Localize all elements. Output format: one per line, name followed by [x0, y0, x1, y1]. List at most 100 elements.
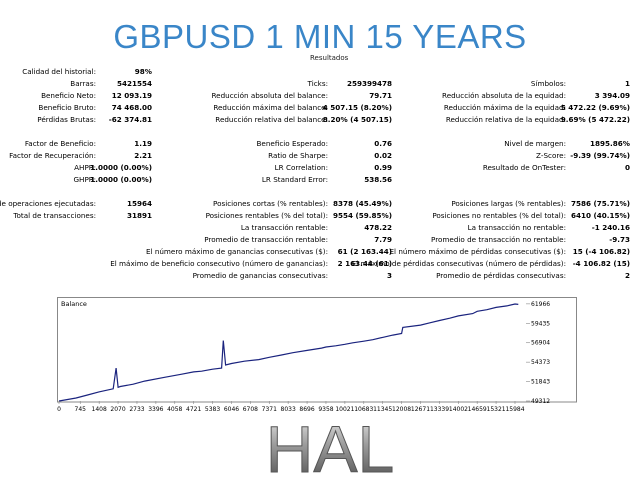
stat-label: Beneficio Bruto: [38, 103, 96, 112]
stat-value: 1 [624, 79, 630, 88]
x-tick-label: 745 [75, 406, 87, 413]
stat-value: -62 374.81 [108, 115, 152, 124]
stat-value: 5421554 [116, 79, 152, 88]
x-tick-label: 7371 [262, 406, 277, 413]
stat-value: 4 507.15 (8.20%) [322, 103, 392, 112]
x-tick-label: 2070 [110, 406, 125, 413]
stat-value: 8.20% (4 507.15) [322, 115, 392, 124]
stat-value: 9.69% (5 472.22) [560, 115, 630, 124]
x-tick-label: 4058 [167, 406, 182, 413]
stat-value: 259399478 [346, 79, 392, 88]
stat-label: El número máximo de ganancias consecutiv… [146, 247, 328, 256]
stat-label: Reducción relativa de la equidad: [445, 115, 566, 124]
stat-label: Promedio de pérdidas consecutivas: [436, 271, 566, 280]
stat-label: Factor de Recuperación: [9, 151, 96, 160]
stat-label: Reducción absoluta del balance: [211, 91, 328, 100]
stat-label: Reducción absoluta de la equidad: [442, 91, 566, 100]
stat-value: 74 468.00 [111, 103, 152, 112]
x-tick-label: 13339 [430, 406, 449, 413]
stat-value: -4 106.82 (15) [572, 259, 630, 268]
stat-label: El máximo de beneficio consecutivo (núme… [110, 259, 328, 268]
stat-label: Reducción máxima de la equidad: [443, 103, 566, 112]
stat-value: 0 [624, 163, 630, 172]
y-tick-label: 59435 [531, 320, 550, 327]
x-tick-label: 1408 [92, 406, 107, 413]
stat-label: Promedio de transacción rentable: [204, 235, 328, 244]
x-tick-label: 15321 [487, 406, 506, 413]
stat-value: 538.56 [364, 175, 392, 184]
stat-value: 478.22 [364, 223, 392, 232]
x-tick-label: 4721 [186, 406, 201, 413]
y-tick-label: 61966 [531, 301, 550, 308]
stat-label: La transacción rentable: [240, 223, 328, 232]
stat-label: Reducción relativa del balance: [215, 115, 328, 124]
stat-value: 3 394.09 [594, 91, 630, 100]
stat-label: Posiciones cortas (% rentables): [213, 199, 328, 208]
x-tick-label: 14659 [468, 406, 487, 413]
stat-label: El número máximo de pérdidas consecutiva… [389, 247, 567, 256]
stat-value: 5 472.22 (9.69%) [560, 103, 630, 112]
stat-value: 1.0000 (0.00%) [90, 175, 152, 184]
x-tick-label: 5383 [205, 406, 220, 413]
hal-logo-text: HAL [266, 418, 394, 478]
stat-value: 6410 (40.15%) [570, 211, 630, 220]
stat-label: Promedio de ganancias consecutivas: [192, 271, 328, 280]
x-tick-label: 3396 [148, 406, 163, 413]
stat-value: 3 [386, 271, 392, 280]
x-tick-label: 11345 [373, 406, 392, 413]
stat-label: El máximo de pérdidas consecutivas (núme… [351, 259, 566, 268]
stat-label: Ratio de Sharpe: [268, 151, 328, 160]
stat-value: 0.02 [374, 151, 392, 160]
stat-value: 1895.86% [590, 139, 630, 148]
x-tick-label: 2733 [129, 406, 144, 413]
stat-value: -1 240.16 [591, 223, 630, 232]
stat-label: Promedio de transacción no rentable: [431, 235, 566, 244]
stat-value: 98% [134, 67, 152, 76]
x-tick-label: 12671 [411, 406, 430, 413]
banner-title: GBPUSD 1 MIN 15 YEARS [113, 18, 527, 55]
stat-value: 0.76 [374, 139, 392, 148]
stat-value: 0.99 [374, 163, 392, 172]
chart-frame [57, 297, 577, 403]
stat-value: 9554 (59.85%) [332, 211, 392, 220]
x-tick-label: 10683 [354, 406, 373, 413]
x-tick-label: 15984 [505, 406, 524, 413]
stat-label: Símbolos: [530, 79, 566, 88]
stat-value: 15 (-4 106.82) [572, 247, 630, 256]
x-tick-label: 12008 [392, 406, 411, 413]
y-tick-label: 49312 [531, 398, 550, 405]
x-tick-label: 10021 [335, 406, 354, 413]
stat-label: Posiciones largas (% rentables): [451, 199, 566, 208]
balance-series-line [58, 303, 519, 402]
stat-value: -9.39 (99.74%) [570, 151, 630, 160]
stat-label: Calidad del historial: [22, 67, 96, 76]
stat-label: Beneficio Esperado: [256, 139, 329, 148]
stat-label: Posiciones no rentables (% del total): [432, 211, 566, 220]
y-tick-label: 51843 [531, 379, 550, 386]
stat-label: Pérdidas Brutas: [37, 115, 96, 124]
stat-value: 2 [624, 271, 630, 280]
x-tick-label: 0 [57, 406, 61, 413]
y-tick-label: 54373 [531, 359, 550, 366]
stat-label: LR Standard Error: [261, 175, 328, 184]
stat-label: Barras: [70, 79, 96, 88]
x-tick-label: 8033 [281, 406, 296, 413]
stat-label: AHPR: [74, 163, 96, 172]
stat-value: 79.71 [369, 91, 392, 100]
hal-logo: HAL [265, 418, 394, 478]
stat-value: 1.0000 (0.00%) [90, 163, 152, 172]
x-tick-label: 14002 [449, 406, 468, 413]
results-header: Resultados [310, 54, 349, 62]
x-tick-label: 6708 [243, 406, 258, 413]
stat-label: La transacción no rentable: [467, 223, 566, 232]
stat-value: 2.21 [134, 151, 152, 160]
x-tick-label: 6046 [224, 406, 239, 413]
stat-label: LR Correlation: [274, 163, 328, 172]
stat-value: -9.73 [609, 235, 630, 244]
stat-label: Reducción máxima del balance: [213, 103, 328, 112]
stat-label: Factor de Beneficio: [24, 139, 96, 148]
stat-label: Beneficio Neto: [41, 91, 96, 100]
stat-value: 61 (2 163.44) [337, 247, 392, 256]
stat-label: Posiciones rentables (% del total): [205, 211, 328, 220]
chart-title: Balance [61, 300, 87, 308]
